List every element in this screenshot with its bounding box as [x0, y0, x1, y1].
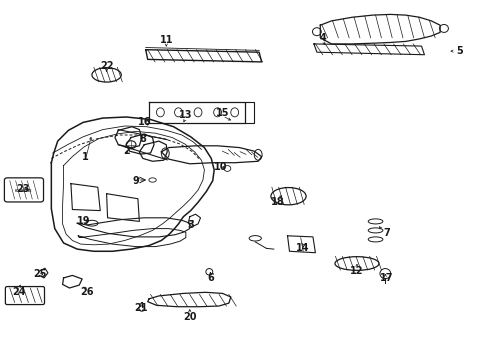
- Text: 4: 4: [319, 33, 325, 43]
- Text: 15: 15: [215, 108, 229, 118]
- Text: 17: 17: [379, 273, 392, 283]
- Text: 14: 14: [296, 243, 309, 253]
- Text: 16: 16: [137, 117, 151, 127]
- Text: 21: 21: [134, 303, 147, 313]
- Text: 19: 19: [77, 216, 91, 226]
- Text: 5: 5: [455, 46, 462, 56]
- Text: 11: 11: [159, 35, 173, 45]
- Text: 1: 1: [82, 152, 89, 162]
- Text: 7: 7: [382, 228, 389, 238]
- Text: 24: 24: [12, 287, 25, 297]
- Text: 12: 12: [349, 266, 363, 276]
- Text: 6: 6: [206, 273, 213, 283]
- Text: 2: 2: [122, 146, 129, 156]
- Text: 20: 20: [183, 312, 196, 322]
- Text: 23: 23: [17, 184, 30, 194]
- Text: 10: 10: [214, 162, 227, 172]
- Text: 13: 13: [179, 110, 192, 120]
- Text: 26: 26: [80, 287, 94, 297]
- Text: 8: 8: [139, 134, 146, 144]
- Text: 25: 25: [33, 269, 47, 279]
- Text: 18: 18: [270, 197, 284, 207]
- Text: 9: 9: [132, 176, 139, 186]
- Text: 3: 3: [187, 220, 194, 230]
- Text: 22: 22: [100, 60, 113, 71]
- Text: CORVETTE: CORVETTE: [15, 189, 33, 193]
